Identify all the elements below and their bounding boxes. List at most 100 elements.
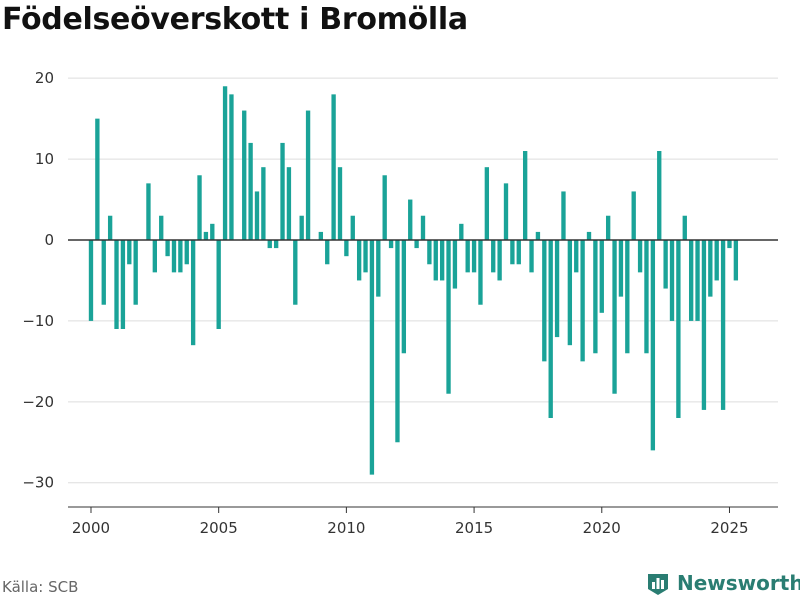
- x-tick-label: 2005: [200, 519, 238, 537]
- bar: [197, 175, 202, 240]
- bar: [612, 240, 617, 394]
- y-tick-label: 0: [44, 231, 54, 249]
- bar: [446, 240, 451, 394]
- bar: [580, 240, 585, 362]
- bar: [133, 240, 138, 305]
- bar: [727, 240, 732, 249]
- bar: [101, 240, 106, 305]
- bar: [433, 240, 438, 281]
- bar: [267, 240, 272, 249]
- bar: [210, 223, 215, 240]
- bar: [688, 240, 694, 321]
- bar: [420, 215, 426, 240]
- bar: [127, 240, 132, 265]
- bar: [625, 240, 630, 354]
- y-tick-label: −30: [22, 474, 54, 492]
- bar: [618, 240, 624, 297]
- chart-title: Födelseöverskott i Bromölla: [2, 2, 468, 37]
- bar: [542, 240, 547, 362]
- bar: [95, 118, 100, 240]
- bar: [574, 240, 579, 273]
- bar: [337, 167, 343, 240]
- x-tick-label: 2000: [72, 519, 110, 537]
- bar: [586, 231, 592, 240]
- bar: [605, 215, 611, 240]
- bar: [510, 240, 515, 265]
- bar: [280, 142, 285, 240]
- brand-logo: Newsworthy: [645, 570, 800, 596]
- bar: [261, 167, 266, 240]
- bar: [554, 240, 560, 338]
- x-tick-label: 2015: [455, 519, 493, 537]
- bar: [344, 240, 349, 257]
- bar: [408, 199, 413, 240]
- bar: [356, 240, 362, 281]
- bar: [599, 240, 604, 313]
- bar: [305, 110, 311, 240]
- source-label: Källa: SCB: [2, 578, 79, 596]
- bar: [669, 240, 675, 321]
- bar: [701, 240, 707, 410]
- bar: [242, 110, 247, 240]
- bar: [644, 240, 649, 354]
- bar: [318, 231, 324, 240]
- x-tick-label: 2020: [583, 519, 621, 537]
- bar: [299, 215, 304, 240]
- bar: [376, 240, 381, 297]
- bar: [522, 151, 528, 240]
- bar: [676, 240, 681, 418]
- bar: [350, 215, 355, 240]
- x-tick-label: 2010: [327, 519, 365, 537]
- bar: [682, 215, 687, 240]
- bar: [548, 240, 553, 418]
- bar: [229, 94, 234, 240]
- bar: [695, 240, 700, 321]
- bar: [657, 151, 662, 240]
- bar: [535, 231, 541, 240]
- bar: [254, 191, 260, 240]
- bar: [401, 240, 407, 354]
- bar: [414, 240, 419, 249]
- bar: [184, 240, 189, 265]
- bar: [593, 240, 598, 354]
- bar: [286, 167, 292, 240]
- bar: [171, 240, 177, 273]
- y-tick-label: 20: [35, 69, 54, 87]
- bar: [152, 240, 157, 273]
- bar: [637, 240, 643, 273]
- bar: [325, 240, 330, 265]
- bar: [465, 240, 470, 273]
- bar: [459, 223, 464, 240]
- bar: [631, 191, 636, 240]
- bar: [203, 231, 209, 240]
- y-tick-label: 10: [35, 150, 54, 168]
- bar: [484, 167, 490, 240]
- bar: [88, 240, 94, 321]
- bar: [248, 142, 253, 240]
- bar: [529, 240, 534, 273]
- axes: −30 −20 −10 0 10 20 2000 2005 2010 2015 2020 2025: [22, 69, 778, 537]
- bar: [107, 215, 113, 240]
- bar: [146, 183, 151, 240]
- bar: [663, 240, 668, 289]
- bar: [114, 240, 119, 329]
- bar: [363, 240, 368, 273]
- bar: [395, 240, 400, 443]
- bar: [714, 240, 719, 281]
- gridlines: [68, 77, 778, 484]
- bar: [273, 240, 279, 249]
- bar: [369, 240, 375, 475]
- bars: [88, 86, 739, 475]
- bar: [222, 86, 228, 241]
- bar: [331, 94, 336, 240]
- bar: [216, 240, 221, 329]
- bar: [708, 240, 713, 297]
- bar: [382, 175, 387, 240]
- bar: [293, 240, 298, 305]
- bar: [733, 240, 739, 281]
- bar: [120, 240, 126, 329]
- bar: [561, 191, 566, 240]
- bar: [471, 240, 477, 273]
- bar: [452, 240, 458, 289]
